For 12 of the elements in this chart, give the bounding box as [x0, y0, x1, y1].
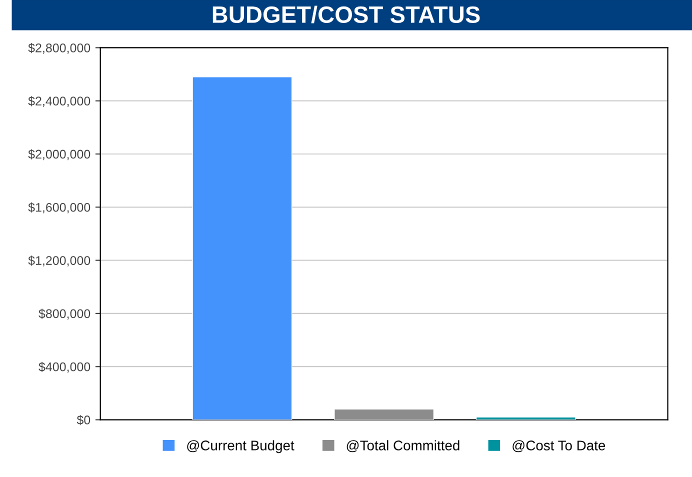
legend-label: @Total Committed [346, 440, 460, 452]
y-tick-label: $2,000,000 [28, 149, 90, 160]
y-tick-label: $800,000 [38, 308, 90, 320]
y-tick-label: $2,800,000 [28, 42, 90, 54]
y-tick-label: $1,200,000 [28, 256, 90, 266]
chart-title: BUDGET/COST STATUS [212, 6, 480, 24]
y-tick-label: $2,400,000 [28, 96, 90, 107]
y-tick-label: $0 [76, 415, 90, 426]
legend-label: @Cost To Date [512, 440, 606, 452]
y-tick-label: $400,000 [38, 362, 90, 373]
legend-label: @Current Budget [187, 440, 294, 454]
y-tick-label: $1,600,000 [28, 202, 90, 214]
